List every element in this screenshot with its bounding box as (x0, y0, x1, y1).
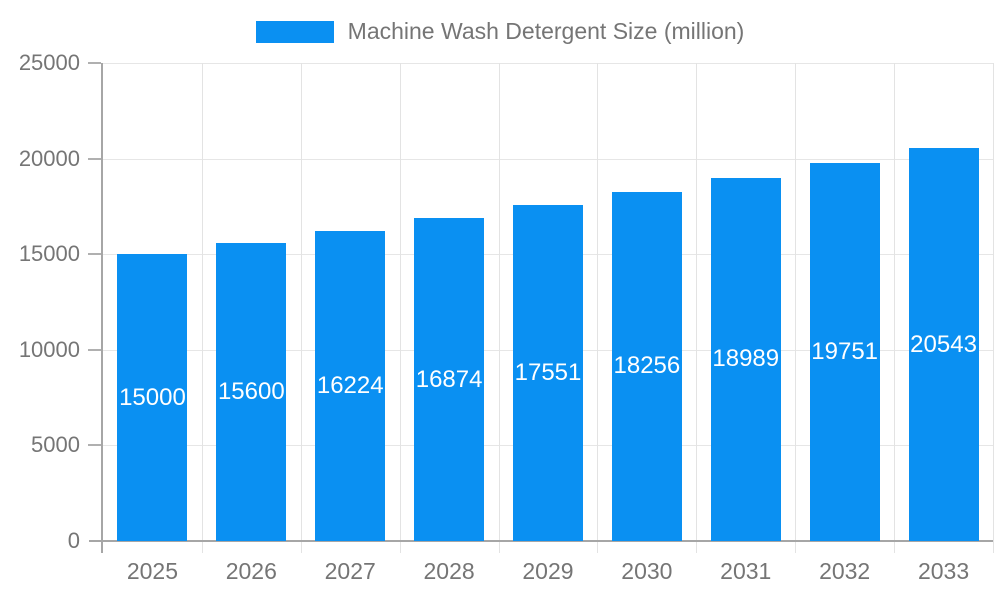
y-axis-line (101, 63, 103, 553)
y-tick-mark (88, 348, 101, 351)
x-axis-label: 2027 (324, 558, 376, 584)
x-axis-label: 2029 (522, 558, 574, 584)
bar-value-label: 16874 (415, 365, 483, 393)
x-axis-label: 2033 (917, 558, 970, 584)
bar (809, 163, 880, 541)
bar-value-label: 20543 (910, 330, 977, 358)
v-gridline (993, 63, 994, 553)
legend-swatch (255, 20, 334, 43)
bar (117, 254, 188, 541)
bar (315, 230, 386, 541)
x-axis-label: 2026 (225, 558, 277, 584)
v-gridline (894, 63, 896, 553)
bar-value-label: 15000 (119, 383, 186, 411)
bar-value-label: 18989 (712, 345, 780, 373)
bar-value-label: 16224 (316, 371, 384, 399)
y-axis-label: 0 (67, 528, 80, 553)
bar (414, 218, 485, 541)
v-gridline (399, 63, 401, 553)
x-axis-label: 2032 (819, 558, 871, 584)
y-tick-mark (88, 444, 101, 447)
h-gridline (103, 63, 993, 64)
bar (611, 191, 682, 541)
y-tick-mark (88, 157, 101, 160)
bar (513, 205, 583, 541)
v-gridline (201, 63, 203, 553)
bar (908, 148, 979, 541)
bar (216, 242, 287, 541)
y-axis-label: 15000 (18, 241, 80, 267)
x-axis-label: 2030 (621, 558, 673, 584)
bar (710, 177, 781, 541)
y-axis-label: 10000 (18, 336, 80, 362)
y-axis-label: 20000 (18, 145, 80, 171)
bar-value-label: 18256 (613, 352, 681, 380)
x-axis-label: 2031 (720, 558, 772, 584)
h-gridline (103, 158, 993, 160)
bar-value-label: 15600 (217, 377, 285, 405)
bar-value-label: 19751 (811, 338, 879, 366)
x-axis-line (89, 540, 993, 542)
x-axis-label: 2028 (423, 558, 475, 584)
v-gridline (795, 63, 797, 553)
legend: Machine Wash Detergent Size (million) (0, 18, 1000, 45)
y-axis-label: 25000 (18, 50, 80, 75)
legend-label: Machine Wash Detergent Size (million) (347, 18, 745, 44)
v-gridline (696, 63, 698, 553)
v-gridline (498, 63, 500, 553)
x-axis-label: 2025 (126, 558, 179, 584)
y-axis-label: 5000 (31, 432, 80, 458)
y-tick-mark (88, 253, 101, 256)
bar-value-label: 17551 (514, 359, 582, 387)
v-gridline (300, 63, 302, 553)
v-gridline (597, 63, 599, 553)
y-tick-mark (88, 62, 101, 64)
